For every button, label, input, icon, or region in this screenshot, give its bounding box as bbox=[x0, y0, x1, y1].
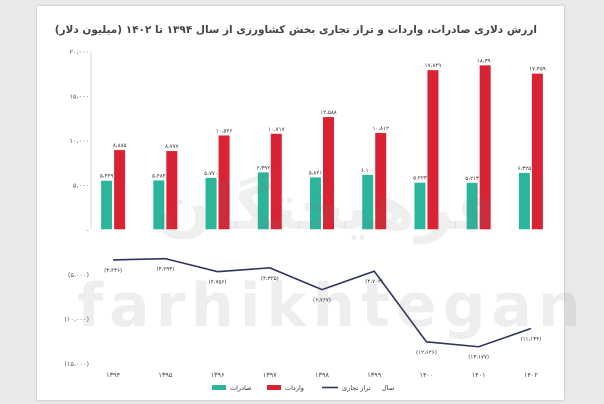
x-tick-label-5: ۱۳۹۹ bbox=[367, 371, 381, 379]
balance-line bbox=[113, 257, 532, 348]
label-import-4: ۱۲،۵۸۸ bbox=[320, 110, 337, 116]
bar-export-6 bbox=[414, 182, 426, 230]
x-tick-label-0: ۱۳۹۴ bbox=[106, 371, 120, 379]
legend-label-export: صادرات bbox=[230, 384, 252, 392]
y-tick-label-5: (۵،۰۰۰) bbox=[68, 271, 89, 279]
bar-export-7 bbox=[466, 182, 478, 230]
bar-import-2 bbox=[218, 135, 230, 230]
bar-import-7 bbox=[479, 65, 491, 230]
chart-svg: ۲۰،۰۰۰ ۱۵،۰۰۰ ۱۰،۰۰۰ ۵،۰۰۰ - (۵،۰۰۰) (۱۰،۰۰۰) (… bbox=[64, 48, 546, 392]
bar-import-4 bbox=[323, 117, 334, 230]
chart-title: ارزش دلاری صادرات، واردات و تراز تجاری ب… bbox=[54, 24, 537, 36]
label-export-1: ۵،۴۸۴ bbox=[152, 173, 166, 179]
label-import-7: ۱۸،۳۹۰ bbox=[477, 58, 494, 64]
label-export-4: ۵،۸۲۱ bbox=[309, 170, 323, 176]
label-balance-4: (۶،۷۶۷) bbox=[313, 298, 331, 304]
x-tick-label-6: ۱۴۰۰ bbox=[419, 371, 433, 379]
x-tick-label-4: ۱۳۹۸ bbox=[315, 371, 329, 379]
bar-export-1 bbox=[153, 180, 165, 230]
label-import-3: ۱۰،۷۱۷ bbox=[268, 127, 285, 133]
label-import-5: ۱۰،۸۱۲ bbox=[372, 126, 389, 132]
y-tick-label-7: (۱۵،۰۰۰) bbox=[64, 360, 89, 368]
bar-import-5 bbox=[375, 132, 387, 230]
y-tick-label-2: ۱۰،۰۰۰ bbox=[69, 137, 89, 145]
label-export-5: ۶،۱۰۰ bbox=[361, 168, 375, 174]
label-balance-8: (۱۱،۱۳۴) bbox=[520, 337, 541, 343]
bar-export-5 bbox=[362, 174, 374, 230]
legend-label-import: واردات bbox=[285, 384, 304, 392]
x-tick-label-2: ۱۳۹۶ bbox=[211, 371, 225, 379]
x-tick-label-8: ۱۴۰۲ bbox=[524, 371, 538, 379]
x-tick-label-3: ۱۳۹۷ bbox=[263, 371, 277, 379]
label-balance-2: (۴،۷۵۶) bbox=[209, 280, 227, 286]
label-export-2: ۵،۷۷۰ bbox=[204, 171, 218, 177]
legend-swatch-import bbox=[267, 385, 281, 390]
bar-import-6 bbox=[427, 70, 439, 230]
bar-export-0 bbox=[101, 180, 113, 230]
label-import-1: ۸،۷۷۷ bbox=[165, 144, 179, 150]
x-tick-label-7: ۱۴۰۱ bbox=[472, 371, 486, 379]
bar-export-4 bbox=[310, 177, 321, 230]
label-export-3: ۶،۳۹۲ bbox=[256, 165, 270, 171]
label-balance-1: (۳،۲۹۳) bbox=[156, 267, 174, 273]
label-export-0: ۵،۴۴۹ bbox=[100, 174, 114, 180]
y-tick-label-1: ۱۵،۰۰۰ bbox=[69, 93, 89, 101]
label-export-8: ۶،۳۲۵ bbox=[518, 166, 532, 172]
label-import-2: ۱۰،۵۲۶ bbox=[216, 128, 233, 134]
y-tick-label-6: (۱۰،۰۰۰) bbox=[64, 315, 89, 323]
label-import-6: ۱۷،۸۴۹ bbox=[425, 63, 442, 69]
label-balance-0: (۳،۴۳۶) bbox=[104, 268, 122, 274]
legend-label-balance: تراز تجاری bbox=[342, 384, 371, 392]
label-import-8: ۱۷،۴۵۹ bbox=[529, 67, 546, 73]
bar-export-2 bbox=[205, 177, 217, 230]
label-export-7: ۵،۲۱۳ bbox=[465, 176, 479, 182]
y-tick-label-4: - bbox=[87, 226, 90, 234]
bar-import-3 bbox=[270, 133, 282, 230]
label-import-0: ۸،۸۸۵ bbox=[113, 143, 127, 149]
bar-export-8 bbox=[518, 172, 530, 230]
label-balance-5: (۴،۷۰۲) bbox=[365, 279, 383, 285]
legend-label-year: سال bbox=[382, 384, 394, 392]
label-balance-6: (۱۲،۶۲۶) bbox=[416, 350, 437, 356]
label-balance-3: (۴،۳۲۵) bbox=[261, 276, 279, 282]
y-tick-label-0: ۲۰،۰۰۰ bbox=[69, 48, 89, 56]
bar-export-3 bbox=[257, 172, 269, 230]
label-export-6: ۵،۲۲۳ bbox=[413, 176, 427, 182]
label-balance-7: (۱۳،۱۷۷) bbox=[468, 355, 489, 361]
y-tick-label-3: ۵،۰۰۰ bbox=[73, 182, 89, 190]
x-tick-label-1: ۱۳۹۵ bbox=[158, 371, 172, 379]
bar-import-0 bbox=[114, 150, 126, 230]
legend-swatch-export bbox=[212, 385, 226, 390]
bar-import-8 bbox=[531, 73, 543, 230]
bar-import-1 bbox=[166, 151, 178, 230]
chart-card: ارزش دلاری صادرات، واردات و تراز تجاری ب… bbox=[37, 6, 581, 400]
